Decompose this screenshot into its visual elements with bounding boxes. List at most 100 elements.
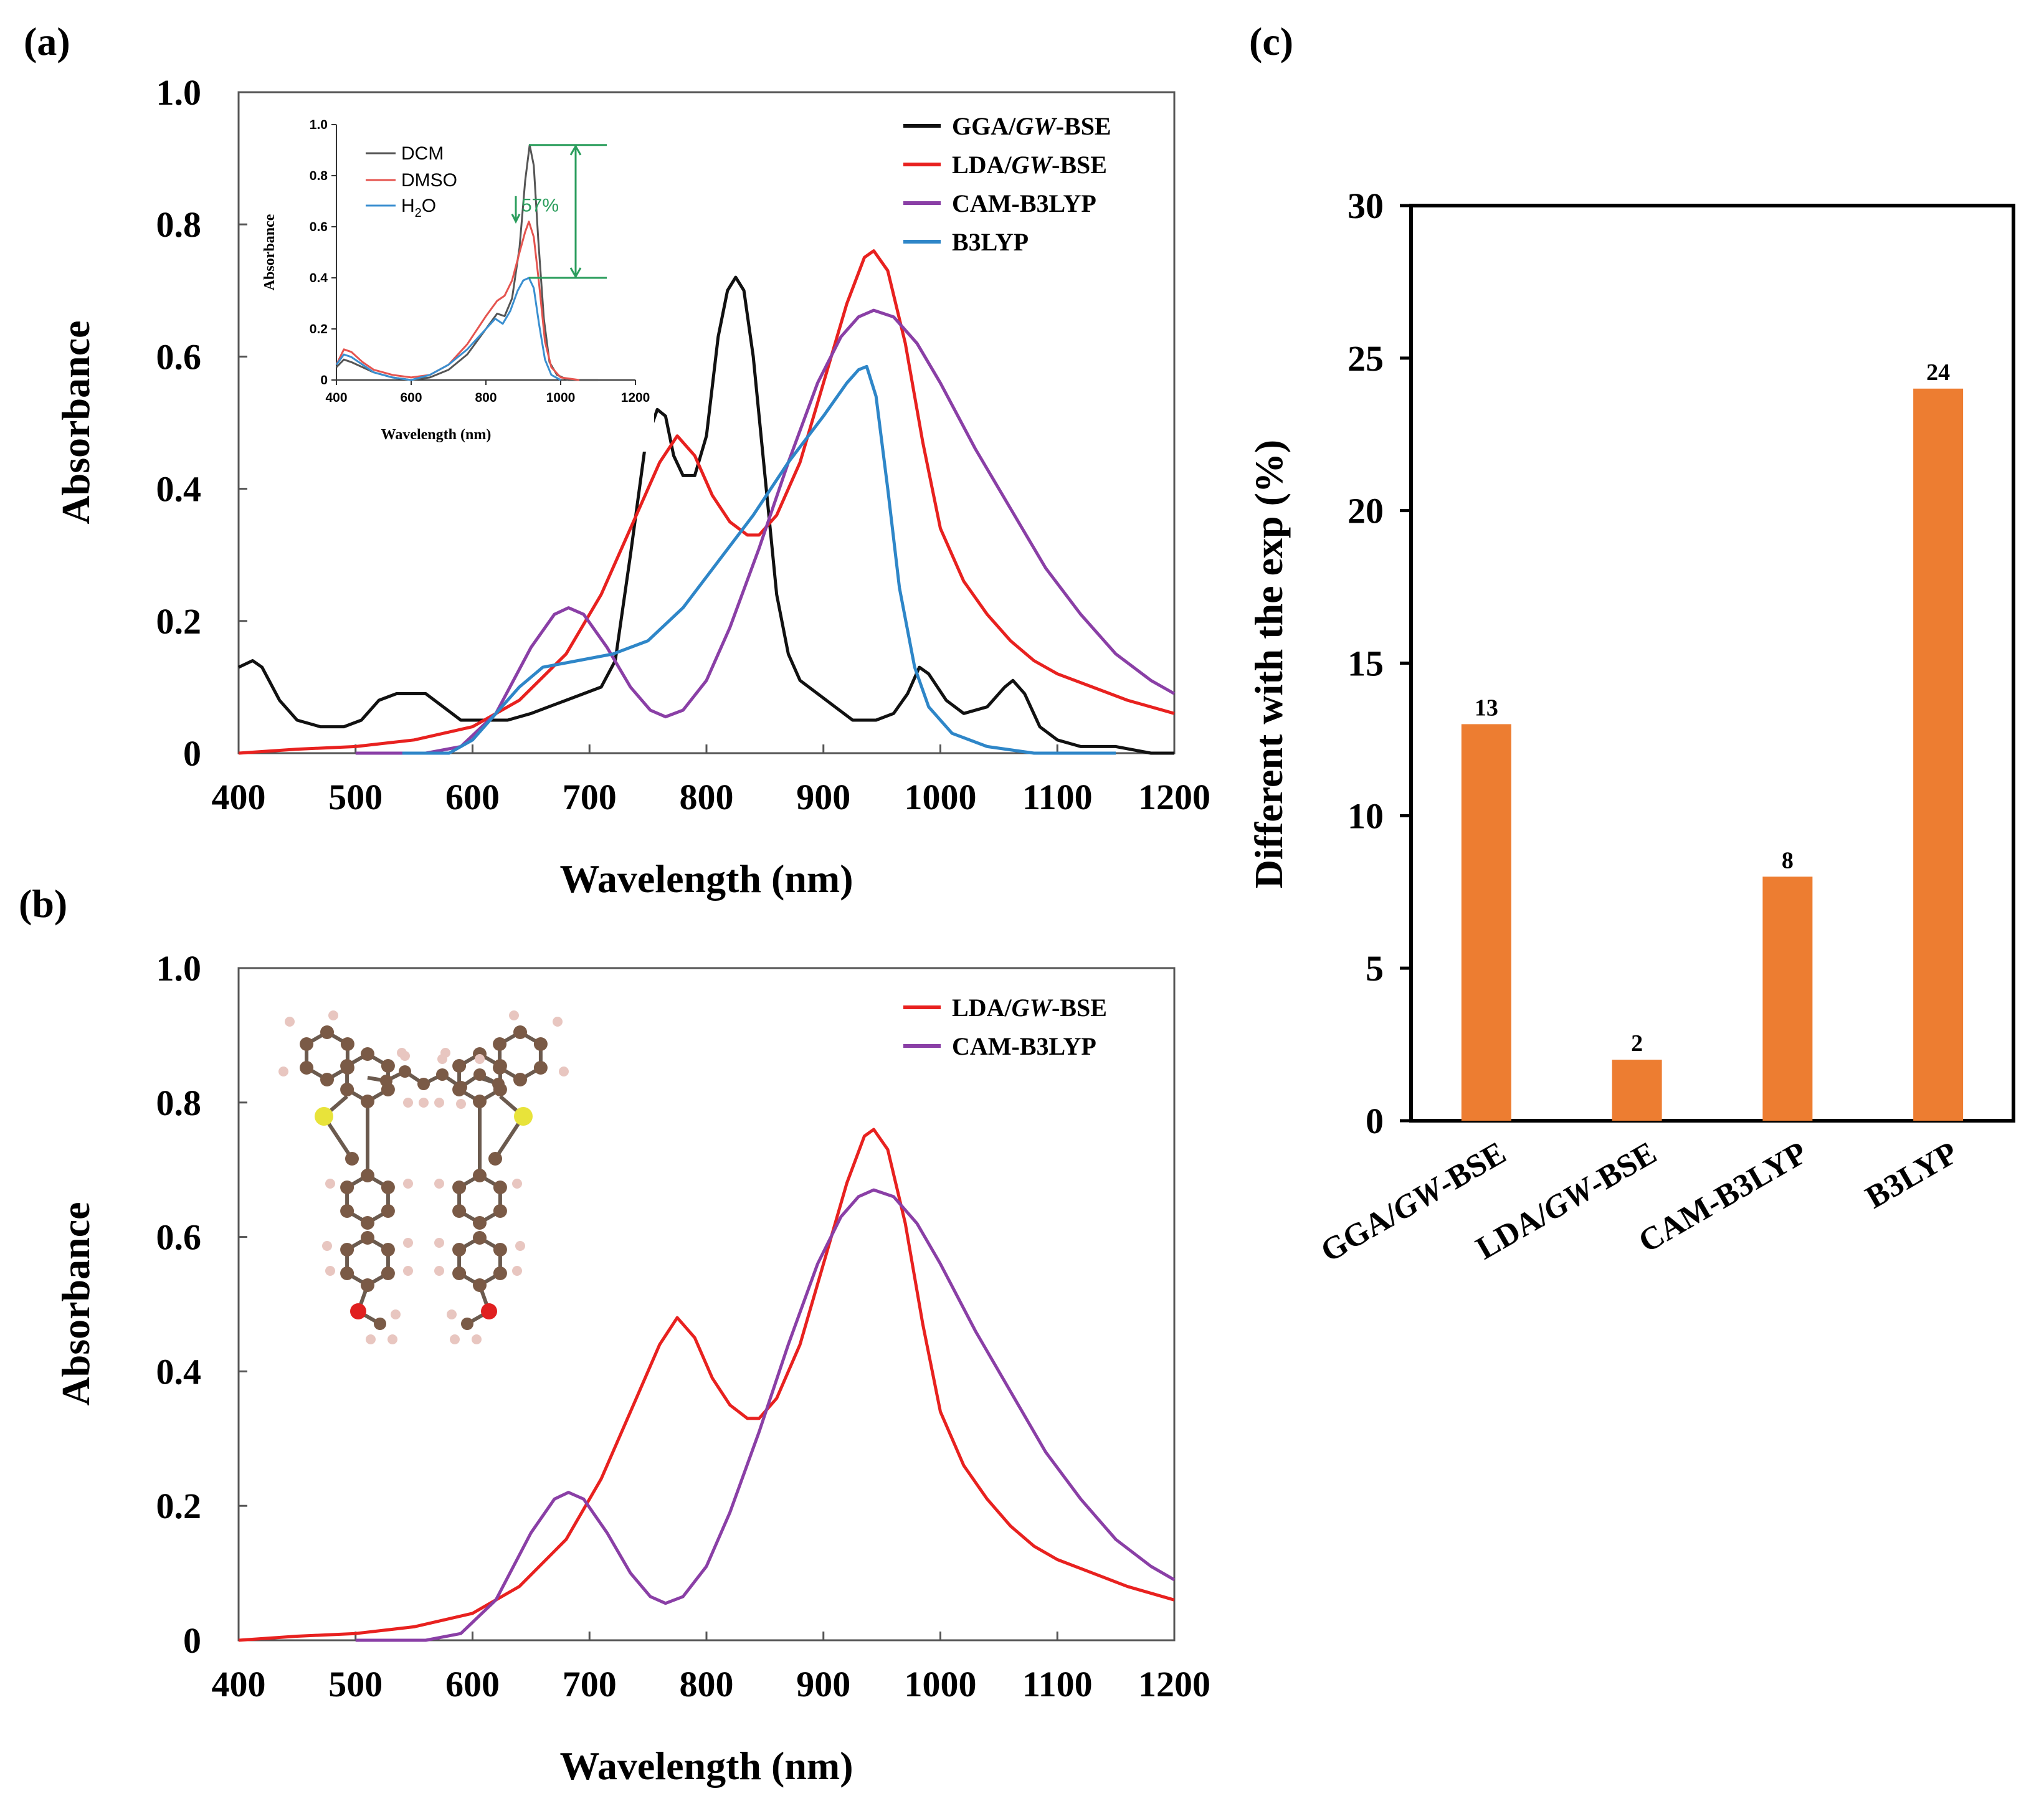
inset-y-tick-label-0.6: 0.6: [310, 220, 328, 234]
molecule-carbon-atom: [493, 1181, 507, 1194]
panel-b-y-axis-label: Absorbance: [54, 1202, 98, 1405]
panel-b-x-tick-label-700: 700: [563, 1664, 617, 1704]
molecule-hydrogen-atom: [553, 1017, 563, 1027]
panel-c-bar-0: [1461, 724, 1511, 1121]
panel-a-x-tick-label-1000: 1000: [905, 777, 977, 817]
molecule-hydrogen-atom: [322, 1241, 332, 1251]
panel-label-a: (a): [24, 19, 70, 64]
molecule-structure-illustration: [278, 1010, 569, 1344]
panel-b-y-tick-label-0.6: 0.6: [156, 1217, 202, 1258]
panel-b-plot-frame: [237, 967, 1176, 1642]
molecule-carbon-atom: [320, 1025, 334, 1039]
inset-y-tick-label-0.8: 0.8: [310, 169, 328, 183]
inset-x-tick-label-1200: 1200: [621, 391, 650, 405]
panel-c-bar-1: [1612, 1060, 1662, 1121]
panel-c-y-tick-label-30: 30: [1348, 186, 1384, 226]
panel-c-y-tick-label-10: 10: [1348, 796, 1384, 836]
inset-y-axis-label: Absorbance: [262, 214, 278, 290]
molecule-hydrogen-atom: [434, 1179, 444, 1189]
panel-b-y-tick-label-0.8: 0.8: [156, 1083, 202, 1123]
molecule-chain-carbon-atom: [380, 1075, 392, 1087]
molecule-hydrogen-atom: [325, 1266, 335, 1276]
inset-x-axis-label: Wavelength (nm): [381, 427, 492, 443]
panel-c-y-tick-label-5: 5: [1366, 948, 1384, 989]
molecule-carbon-atom: [374, 1318, 386, 1330]
molecule-hydrogen-atom: [325, 1179, 335, 1189]
panel-a-x-tick-label-600: 600: [445, 777, 500, 817]
panel-c-bar-2: [1762, 877, 1813, 1121]
molecule-carbon-atom: [473, 1169, 487, 1182]
legend-b-cam-label: CAM-B3LYP: [952, 1032, 1096, 1060]
panel-b-y-tick-label-0.4: 0.4: [156, 1351, 202, 1392]
molecule-carbon-atom: [381, 1266, 395, 1280]
molecule-hydrogen-atom: [475, 1054, 485, 1064]
panel-b-y-tick-label-0: 0: [183, 1620, 201, 1661]
molecule-hydrogen-atom: [559, 1067, 569, 1076]
inset-series: [335, 144, 598, 381]
molecule-hydrogen-atom: [434, 1238, 444, 1248]
molecule-carbon-atom: [345, 1152, 359, 1166]
inset-legend-dcm-label: DCM: [401, 143, 444, 164]
inset-annotation-arrow-head-down: [569, 267, 582, 279]
panel-a-series-gga-line: [237, 275, 1174, 755]
molecule-oxygen-atom: [481, 1303, 497, 1319]
molecule-hydrogen-atom: [403, 1238, 413, 1248]
inset-x-tick-label-600: 600: [400, 391, 422, 405]
molecule-chain-carbon-atom: [473, 1068, 486, 1081]
inset-x-tick-label-1000: 1000: [546, 391, 576, 405]
molecule-carbon-atom: [361, 1278, 374, 1292]
molecule-hydrogen-atom: [403, 1098, 413, 1108]
legend-a-gga-label: GGA/GW-BSE: [952, 112, 1111, 140]
molecule-hydrogen-atom: [472, 1334, 482, 1344]
panel-c-y-tick-label-20: 20: [1348, 491, 1384, 531]
panel-a-y-tick-label-0.2: 0.2: [156, 601, 202, 642]
panel-a-y-tick-label-0: 0: [183, 733, 201, 774]
panel-a-series-b3lyp-line: [402, 364, 1116, 755]
panel-b-x-tick-label-500: 500: [328, 1664, 383, 1704]
molecule-hydrogen-atom: [434, 1098, 444, 1108]
molecule-carbon-atom: [473, 1278, 487, 1292]
molecule-bonds: [305, 1030, 543, 1326]
panel-label-c: (c): [1249, 19, 1293, 64]
molecule-hydrogen-atom: [437, 1054, 447, 1064]
molecule-oxygen-atom: [350, 1303, 366, 1319]
inset-x-tick-label-400: 400: [325, 391, 347, 405]
panel-b-series-cam-line: [355, 1188, 1176, 1642]
molecule-hydrogen-atom: [278, 1067, 288, 1076]
molecule-hydrogen-atom: [456, 1099, 466, 1109]
molecule-carbon-atom: [493, 1204, 507, 1218]
molecule-hydrogen-atom: [391, 1309, 401, 1319]
panel-a-x-tick-label-800: 800: [680, 777, 734, 817]
molecule-sulfur-atom: [514, 1107, 533, 1126]
molecule-hydrogen-atom: [387, 1334, 397, 1344]
molecule-chain-carbon-atom: [492, 1078, 505, 1090]
panel-a-y-tick-label-0.8: 0.8: [156, 204, 202, 245]
molecule-carbon-atom: [361, 1169, 374, 1182]
panel-b-x-tick-label-1100: 1100: [1022, 1664, 1093, 1704]
panel-a-x-tick-label-400: 400: [212, 777, 266, 817]
molecule-carbon-atom: [340, 1181, 354, 1194]
molecule-hydrogen-atom: [512, 1266, 522, 1276]
panel-a-ticks: 400 500 600 700 800 900 1000 1100 1200 0 0.2 0.4 0.6…: [156, 72, 1211, 817]
molecule-carbon-atom: [461, 1318, 473, 1330]
panel-a-legend: GGA/GW-BSE LDA/GW-BSE CAM-B3LYP B3LYP: [903, 112, 1111, 256]
panel-b-x-tick-label-800: 800: [680, 1664, 734, 1704]
inset-series-h2o-line: [335, 277, 561, 381]
molecule-carbon-atom: [361, 1095, 374, 1108]
panel-b-y-tick-label-1.0: 1.0: [156, 948, 202, 989]
legend-a-b3lyp-label: B3LYP: [952, 228, 1029, 256]
panel-b-x-tick-label-400: 400: [212, 1664, 266, 1704]
inset-annotation: 57%: [511, 144, 607, 279]
molecule-carbon-atom: [493, 1037, 507, 1051]
molecule-carbon-atom: [452, 1243, 467, 1257]
molecule-carbon-atom: [452, 1181, 467, 1194]
panel-b-ticks: 400 500 600 700 800 900 1000 1100 1200 0 0.2 0.4 0.6…: [156, 948, 1211, 1704]
molecule-sulfur-atom: [315, 1107, 333, 1126]
molecule-carbon-atom: [452, 1059, 467, 1073]
molecule-hydrogen-atom: [512, 1179, 522, 1189]
molecule-hydrogen-atom: [328, 1010, 338, 1020]
molecule-carbon-atom: [381, 1059, 395, 1073]
inset-y-tick-label-0.2: 0.2: [310, 322, 328, 336]
panel-b-x-tick-label-1000: 1000: [905, 1664, 977, 1704]
